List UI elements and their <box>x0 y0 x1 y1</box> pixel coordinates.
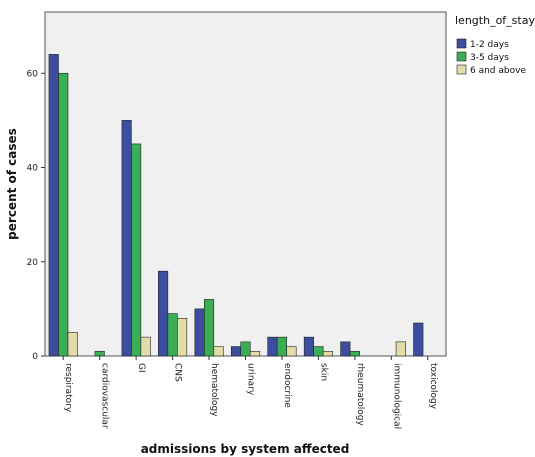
x-tick-label: toxicology <box>428 363 438 410</box>
bar <box>194 308 205 357</box>
y-tick-label: 0 <box>32 352 38 362</box>
bars-group <box>48 54 424 357</box>
y-tick-label: 20 <box>27 258 39 268</box>
bar <box>213 346 224 357</box>
y-axis-title: percent of cases <box>5 128 19 240</box>
bar <box>240 341 251 357</box>
legend: length_of_stay 1-2 days 3-5 days 6 and abo… <box>455 14 535 76</box>
bar <box>121 120 132 357</box>
x-tick-label: respiratory <box>63 363 73 413</box>
x-tick-label: CNS <box>173 363 183 382</box>
bar <box>395 341 406 357</box>
bar <box>131 143 142 357</box>
legend-label: 1-2 days <box>470 40 509 50</box>
legend-title: length_of_stay <box>455 14 535 27</box>
x-axis: respiratory cardiovascular GI CNS hematology… <box>62 356 438 429</box>
bar <box>286 346 297 357</box>
x-tick-label: urinary <box>246 363 256 396</box>
legend-swatch <box>456 64 467 75</box>
legend-items: 1-2 days 3-5 days 6 and above <box>456 38 526 76</box>
x-tick-label: endocrine <box>282 363 292 408</box>
legend-swatch <box>456 51 467 62</box>
bar <box>230 346 242 357</box>
bar <box>340 341 351 357</box>
x-tick-label: hematology <box>209 363 219 417</box>
bar <box>322 350 333 357</box>
y-tick-label: 40 <box>27 164 39 174</box>
plot-area <box>44 11 447 357</box>
bar <box>204 299 215 357</box>
x-tick-label: cardiovascular <box>100 363 110 429</box>
bar <box>94 350 105 357</box>
bar <box>177 317 188 357</box>
legend-swatch <box>456 38 467 49</box>
x-axis-title: admissions by system affected <box>141 442 350 456</box>
bar <box>167 313 178 357</box>
bar <box>249 350 261 357</box>
legend-label: 3-5 days <box>470 53 509 63</box>
bar <box>413 322 424 357</box>
bar <box>158 270 169 357</box>
x-tick-label: skin <box>318 363 328 381</box>
legend-label: 6 and above <box>470 66 526 76</box>
x-tick-label: immunological <box>391 363 401 429</box>
bar <box>276 336 288 357</box>
y-axis: 0 20 40 60 <box>27 69 45 362</box>
bar <box>349 350 360 357</box>
x-tick-label: rheumatology <box>355 363 365 427</box>
bar <box>267 336 278 357</box>
bar <box>303 336 314 357</box>
bar <box>67 332 78 357</box>
bar <box>313 346 324 357</box>
bar <box>140 336 151 357</box>
x-tick-label: GI <box>136 363 146 373</box>
bar <box>58 72 69 357</box>
bar <box>48 54 59 357</box>
y-tick-label: 60 <box>27 69 39 79</box>
